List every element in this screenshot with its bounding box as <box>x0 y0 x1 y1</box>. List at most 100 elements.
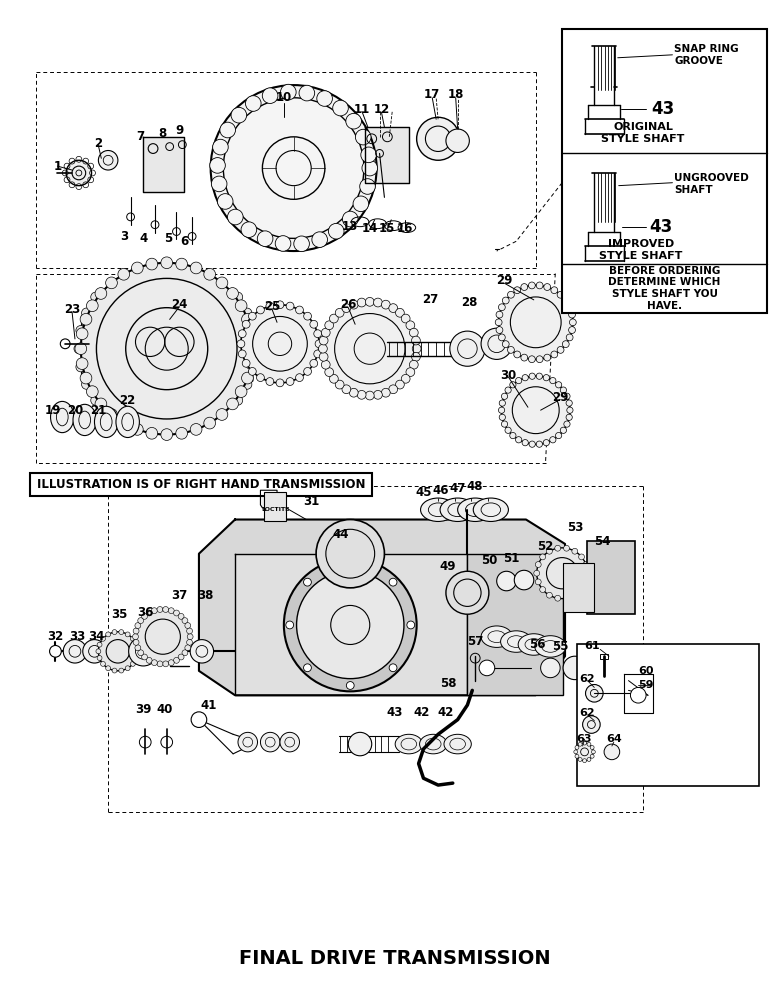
Circle shape <box>335 380 344 389</box>
Text: 42: 42 <box>413 706 430 719</box>
Circle shape <box>134 656 139 660</box>
Circle shape <box>583 759 587 763</box>
Circle shape <box>237 340 245 348</box>
Circle shape <box>313 350 322 358</box>
Circle shape <box>564 595 570 601</box>
Circle shape <box>82 380 91 389</box>
Text: FINAL DRIVE TRANSMISSION: FINAL DRIVE TRANSMISSION <box>239 949 551 968</box>
Circle shape <box>242 313 253 325</box>
Circle shape <box>157 661 163 667</box>
Text: 64: 64 <box>606 734 621 744</box>
Circle shape <box>362 160 378 176</box>
Circle shape <box>83 640 107 663</box>
Circle shape <box>106 632 110 637</box>
Text: 48: 48 <box>466 480 482 493</box>
Circle shape <box>176 258 188 270</box>
Polygon shape <box>260 490 277 510</box>
Circle shape <box>135 623 141 628</box>
Text: SNAP RING: SNAP RING <box>675 44 739 54</box>
Text: 17: 17 <box>424 88 440 101</box>
Circle shape <box>310 359 318 367</box>
Circle shape <box>567 407 573 413</box>
Circle shape <box>96 649 101 654</box>
Circle shape <box>303 368 311 375</box>
Circle shape <box>572 548 577 554</box>
Circle shape <box>249 344 259 354</box>
Circle shape <box>151 660 157 666</box>
Circle shape <box>316 520 384 588</box>
Circle shape <box>321 360 330 369</box>
Circle shape <box>211 85 377 251</box>
Circle shape <box>450 331 485 366</box>
Circle shape <box>411 336 420 345</box>
Circle shape <box>320 336 328 345</box>
Text: 21: 21 <box>90 404 107 417</box>
Circle shape <box>233 395 242 405</box>
Text: ORIGINAL: ORIGINAL <box>613 122 673 132</box>
Circle shape <box>347 682 354 689</box>
Bar <box>30 473 372 496</box>
Circle shape <box>284 559 417 691</box>
Circle shape <box>303 312 311 320</box>
Circle shape <box>583 741 587 745</box>
Circle shape <box>296 306 303 314</box>
Circle shape <box>218 194 233 209</box>
Circle shape <box>190 424 202 435</box>
Text: 39: 39 <box>135 703 151 716</box>
Circle shape <box>389 304 398 312</box>
Circle shape <box>174 657 179 663</box>
Text: 24: 24 <box>171 298 188 311</box>
Circle shape <box>374 390 382 399</box>
Circle shape <box>330 374 338 383</box>
Text: 55: 55 <box>552 640 568 653</box>
Circle shape <box>235 300 247 312</box>
Polygon shape <box>199 520 565 695</box>
Circle shape <box>446 571 489 614</box>
Circle shape <box>151 608 157 614</box>
Text: 42: 42 <box>438 706 454 719</box>
Circle shape <box>551 287 557 294</box>
Circle shape <box>188 634 193 640</box>
Circle shape <box>503 341 510 348</box>
Text: 43: 43 <box>651 100 674 118</box>
Bar <box>170 635 189 641</box>
Circle shape <box>505 387 511 393</box>
Circle shape <box>245 328 257 340</box>
Circle shape <box>574 750 577 754</box>
Circle shape <box>557 291 564 298</box>
Circle shape <box>560 387 567 393</box>
Circle shape <box>501 421 508 427</box>
Circle shape <box>555 595 560 601</box>
Circle shape <box>235 386 247 397</box>
Text: 18: 18 <box>448 88 464 101</box>
Circle shape <box>537 441 543 447</box>
Circle shape <box>163 607 168 612</box>
Circle shape <box>355 129 371 145</box>
Circle shape <box>566 304 573 311</box>
Circle shape <box>575 754 579 758</box>
Text: 2: 2 <box>94 137 103 150</box>
Circle shape <box>365 391 374 400</box>
Text: 28: 28 <box>461 296 478 309</box>
Circle shape <box>395 380 405 389</box>
Bar <box>562 29 767 313</box>
Circle shape <box>106 666 110 671</box>
Ellipse shape <box>535 636 566 657</box>
Circle shape <box>540 587 546 592</box>
Circle shape <box>514 570 533 590</box>
Circle shape <box>191 712 207 727</box>
Text: 63: 63 <box>577 734 592 744</box>
Circle shape <box>276 301 284 309</box>
Circle shape <box>228 209 243 225</box>
Circle shape <box>516 377 522 384</box>
Circle shape <box>187 639 192 645</box>
Circle shape <box>321 328 330 337</box>
Circle shape <box>280 84 296 100</box>
Circle shape <box>76 328 88 340</box>
Circle shape <box>247 343 259 355</box>
Circle shape <box>146 258 157 270</box>
Text: DETERMINE WHICH: DETERMINE WHICH <box>608 277 721 287</box>
Circle shape <box>409 360 418 369</box>
Circle shape <box>266 378 274 385</box>
Text: 35: 35 <box>110 608 127 621</box>
